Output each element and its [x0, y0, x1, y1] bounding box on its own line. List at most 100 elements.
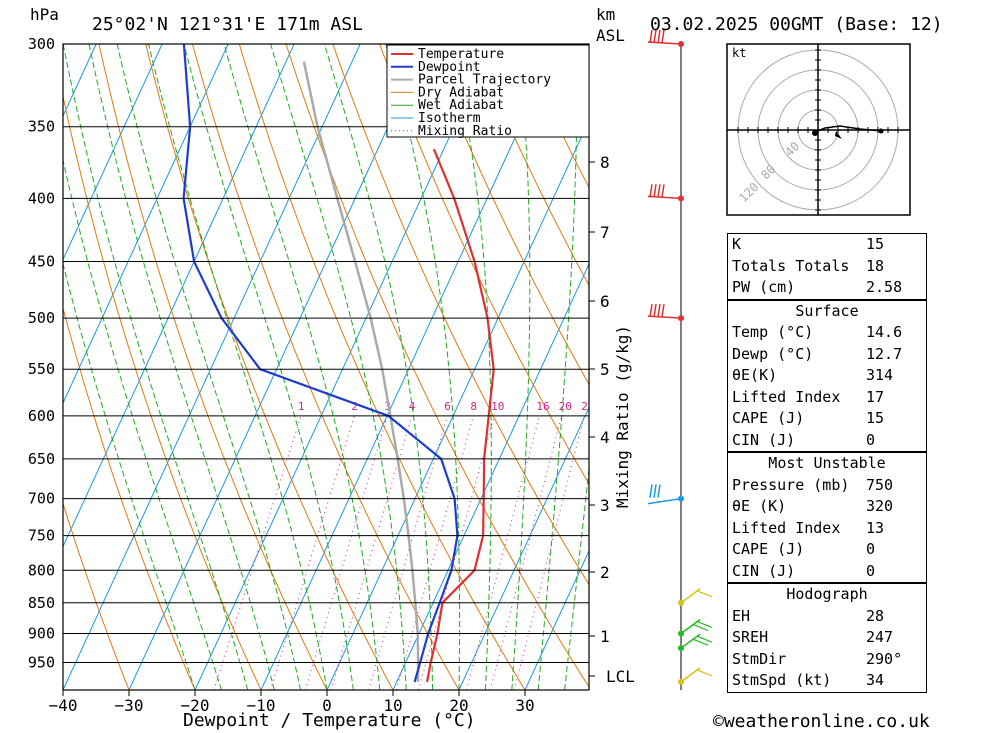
isotherm-line — [524, 549, 589, 690]
wet-adiabat-line — [63, 44, 249, 690]
wet-adiabat-line — [451, 44, 492, 690]
stat-value: 15 — [866, 235, 885, 253]
km-tick-label: 7 — [600, 223, 610, 242]
x-tick-label: −10 — [247, 696, 276, 715]
wet-adiabat-line — [537, 44, 578, 690]
wind-barb-feather — [657, 29, 661, 44]
stat-row: SREH 247 — [728, 627, 926, 649]
km-tick-label: 2 — [600, 563, 610, 582]
stat-row: Dewp (°C) 12.7 — [728, 344, 926, 366]
mixing-ratio-label: 4 — [409, 400, 416, 413]
stat-value: 247 — [866, 628, 894, 646]
wind-barb-staff — [680, 667, 701, 683]
mixing-ratio-label: 8 — [470, 400, 477, 413]
wind-barb-feather — [653, 184, 657, 198]
stat-value: 2.58 — [866, 278, 903, 296]
pressure-tick-label: 750 — [28, 527, 55, 545]
wind-barb-feather — [661, 303, 665, 318]
wind-barb-staff — [647, 315, 682, 319]
wind-barb-feather — [657, 303, 661, 318]
legend-entry: Wet Adiabat — [418, 98, 504, 113]
wind-barb-feather — [653, 484, 657, 498]
stat-row: K 15 — [728, 234, 926, 256]
wind-barb-feather — [661, 29, 665, 44]
stat-value: 13 — [866, 518, 885, 537]
stat-value: 34 — [866, 671, 885, 689]
stat-value: 750 — [866, 475, 894, 494]
dry-adiabat-line — [63, 502, 130, 690]
stat-label: Pressure (mb) — [732, 475, 850, 494]
mixing-ratio-label: 20 — [559, 400, 572, 413]
stat-row: CAPE (J) 0 — [728, 539, 926, 561]
x-tick-label: −30 — [115, 696, 144, 715]
wind-barb — [678, 667, 713, 685]
stat-row: StmSpd (kt) 34 — [728, 670, 926, 692]
isotherm-line — [326, 119, 589, 690]
wind-barb-staff — [647, 41, 682, 45]
stat-value: 28 — [866, 606, 885, 625]
stat-section-title: Most Unstable — [768, 454, 886, 472]
stat-row: Temp (°C) 14.6 — [728, 322, 926, 344]
stat-row: CIN (J) 0 — [728, 430, 926, 452]
wind-barb — [647, 29, 684, 47]
plot-axes: 3003504004505005506006507007508008509009… — [28, 35, 635, 715]
stat-row: CAPE (J) 15 — [728, 408, 926, 430]
wind-barb — [647, 184, 684, 202]
dry-adiabat-line — [472, 44, 589, 287]
stat-label: K — [732, 235, 742, 253]
location-title: 25°02'N 121°31'E 171m ASL — [92, 14, 363, 35]
dry-adiabat-line — [63, 94, 262, 690]
stat-label: CAPE (J) — [732, 540, 805, 558]
x-tick-label: −40 — [49, 696, 78, 715]
km-tick-label: 4 — [600, 428, 610, 447]
km-tick-label: 6 — [600, 292, 610, 311]
dry-adiabat-line — [941, 44, 1000, 690]
hodograph-start-point — [812, 130, 818, 136]
mixing-ratio-label: 10 — [491, 400, 504, 413]
wind-barb-staff — [680, 633, 701, 649]
wind-barb-feather — [649, 484, 653, 498]
wet-adiabat-line — [270, 44, 407, 690]
most-unstable-table: Most Unstable Pressure (mb) 750 θE (K) 320 Li… — [727, 452, 927, 583]
wet-adiabat-line — [183, 44, 354, 690]
hodograph-table: Hodograph EH 28 SREH 247 StmDir 290° StmSpd (kt… — [727, 583, 927, 693]
wind-barb-feather — [692, 623, 709, 632]
wind-barb-feather — [649, 303, 653, 318]
copyright-footer: ©weatheronline.co.uk — [713, 711, 930, 732]
stat-label: Lifted Index — [732, 387, 841, 406]
isotherm-line — [63, 44, 361, 690]
pressure-tick-label: 400 — [28, 189, 55, 207]
stat-row: EH 28 — [728, 606, 926, 628]
wet-adiabat-line — [385, 44, 461, 690]
wind-barb-feather — [696, 620, 713, 629]
plot-profiles: 1 2 3 4 6 8 10 16 20 25 — [182, 44, 589, 683]
stat-row: θE (K) 320 — [728, 496, 926, 518]
wet-adiabat-line — [323, 44, 434, 690]
wind-barb-feather — [649, 184, 653, 198]
wind-barb-feather — [692, 638, 709, 646]
wind-barb-feather — [696, 590, 713, 598]
stat-row: Pressure (mb) 750 — [728, 475, 926, 497]
isotherm-line — [0, 44, 30, 690]
isotherm-line — [458, 406, 589, 690]
x-axis-title: Dewpoint / Temperature (°C) — [183, 710, 476, 731]
stat-value: 290° — [866, 649, 903, 668]
dry-adiabat-line — [379, 44, 589, 485]
stat-value: 0 — [866, 430, 876, 449]
hodograph-trace — [812, 125, 883, 134]
stat-value: 0 — [866, 561, 876, 580]
wet-adiabat-line — [511, 44, 531, 690]
wind-barb-staff — [647, 497, 682, 505]
stat-value: 314 — [866, 366, 894, 384]
wet-adiabat-line — [116, 44, 302, 690]
pressure-tick-label: 600 — [28, 407, 55, 425]
storm-motion-marker — [835, 131, 842, 139]
km-tick-label: 1 — [600, 627, 610, 646]
stat-value: 12.7 — [866, 344, 903, 363]
legend-entry: Temperature — [418, 47, 504, 62]
legend-entry: Dry Adiabat — [418, 85, 504, 100]
legend-entry: Isotherm — [418, 111, 481, 126]
wind-barb — [647, 484, 684, 505]
